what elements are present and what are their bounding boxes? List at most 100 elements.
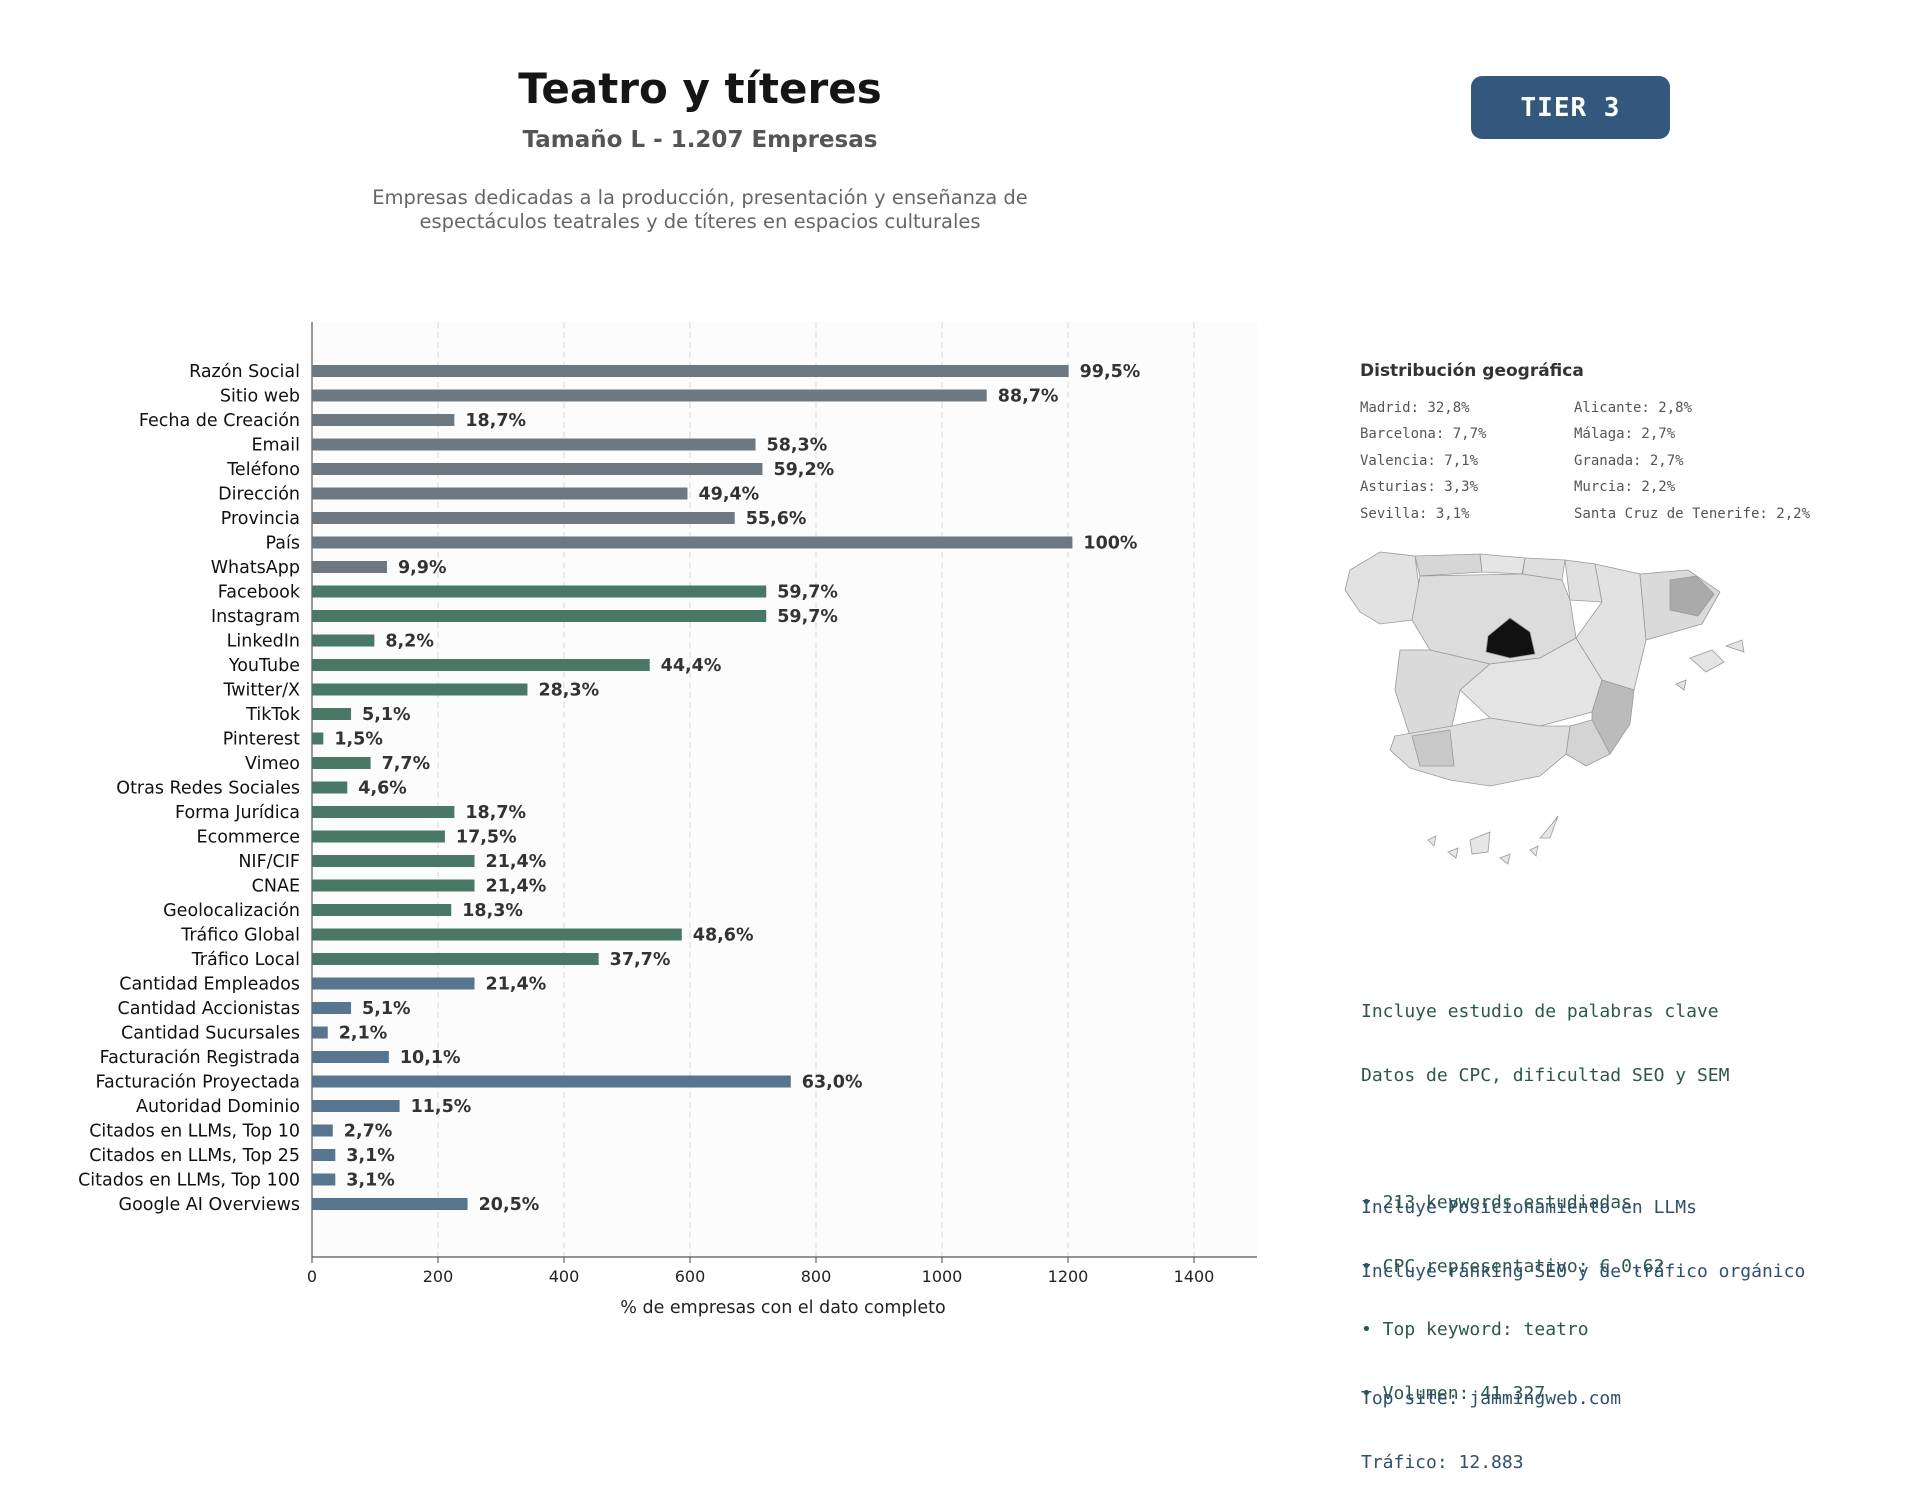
bar: [312, 610, 767, 622]
bar: [312, 953, 599, 965]
category-label: Facebook: [218, 583, 301, 603]
category-label: Forma Jurídica: [175, 803, 300, 823]
category-label: Cantidad Empleados: [119, 975, 300, 995]
bar: [312, 463, 763, 475]
geo-distribution-title: Distribución geográfica: [1360, 361, 1584, 381]
category-label: Tráfico Global: [180, 926, 300, 946]
category-label: Provincia: [221, 509, 300, 529]
category-label: Fecha de Creación: [139, 411, 300, 431]
category-label: Facturación Registrada: [100, 1048, 300, 1068]
bar: [312, 414, 455, 426]
bar: [312, 1198, 468, 1210]
bar: [312, 659, 650, 671]
category-label: Autoridad Dominio: [136, 1097, 300, 1117]
category-label: Ecommerce: [197, 828, 300, 848]
page-subtitle: Tamaño L - 1.207 Empresas: [522, 127, 878, 153]
data-label: 21,4%: [486, 975, 547, 995]
bar: [312, 1051, 389, 1063]
bar: [312, 1100, 400, 1112]
bar: [312, 879, 475, 892]
category-label: Vimeo: [245, 754, 300, 774]
x-tick-label: 1200: [1048, 1267, 1089, 1286]
data-label: 7,7%: [382, 754, 431, 774]
data-label: 49,4%: [698, 485, 759, 505]
bar: [312, 708, 352, 720]
bar: [312, 1124, 333, 1137]
map-cantabria: [1479, 553, 1526, 575]
keywords-line: Datos de CPC, dificultad SEO y SEM: [1361, 1065, 1730, 1086]
llm-line: Tráfico: 12.883: [1361, 1451, 1524, 1473]
x-tick-label: 1000: [922, 1267, 963, 1286]
tier-badge: TIER 3: [1471, 76, 1670, 139]
category-label: Dirección: [218, 485, 300, 505]
data-label: 21,4%: [486, 877, 547, 897]
data-label: 55,6%: [746, 509, 807, 529]
bar: [312, 1002, 352, 1014]
category-label: País: [266, 534, 300, 554]
bar: [312, 585, 767, 598]
category-label: Pinterest: [223, 730, 300, 750]
llm-line: Incluye Posicionamiento en LLMs: [1361, 1197, 1697, 1219]
x-tick-label: 200: [423, 1267, 454, 1286]
bar: [312, 977, 475, 990]
category-label: Google AI Overviews: [119, 1195, 300, 1215]
category-label: Tráfico Local: [191, 950, 300, 970]
map-canary-islands: [1427, 815, 1559, 865]
data-label: 17,5%: [456, 828, 517, 848]
data-label: 3,1%: [346, 1171, 395, 1191]
data-label: 28,3%: [538, 681, 599, 701]
geo-item: Asturias: 3,3%: [1360, 479, 1479, 496]
data-label: 18,3%: [462, 901, 523, 921]
bar: [312, 806, 455, 818]
spain-province-map: [1344, 551, 1745, 865]
category-label: NIF/CIF: [238, 852, 300, 872]
category-label: Facturación Proyectada: [96, 1073, 300, 1093]
x-axis-label: % de empresas con el dato completo: [620, 1298, 945, 1318]
category-label: Instagram: [211, 607, 300, 627]
data-label: 4,6%: [358, 779, 407, 799]
x-tick-label: 400: [549, 1267, 580, 1286]
llm-info-block: Incluye Posicionamiento en LLMs Incluye …: [1361, 1155, 1805, 1494]
data-label: 59,7%: [777, 607, 838, 627]
category-label: Sitio web: [220, 387, 300, 407]
map-balearic: [1675, 639, 1745, 691]
geo-item: Granada: 2,7%: [1574, 452, 1684, 469]
data-label: 5,1%: [362, 999, 411, 1019]
data-label: 3,1%: [346, 1146, 395, 1166]
keywords-line: • Volumen: 41.327: [1361, 1382, 1546, 1404]
bar: [312, 634, 375, 647]
bar: [312, 487, 688, 500]
data-label: 8,2%: [385, 632, 434, 652]
data-label: 2,7%: [344, 1122, 393, 1142]
data-label: 2,1%: [339, 1024, 388, 1044]
category-label: WhatsApp: [211, 558, 300, 578]
bar: [312, 683, 528, 696]
map-extremadura: [1394, 649, 1491, 737]
llm-line: [1361, 1325, 1805, 1346]
bar: [312, 561, 387, 573]
completeness-bar-chart: 0 200 400 600 800 1000 1200 1400 Razón Social 99,…: [78, 322, 1257, 1318]
data-label: 10,1%: [400, 1048, 461, 1068]
llm-line: Top site: jammingweb.com: [1361, 1388, 1622, 1410]
data-label: 11,5%: [411, 1097, 472, 1117]
geo-item: Murcia: 2,2%: [1574, 479, 1676, 496]
data-label: 18,7%: [465, 411, 526, 431]
geo-item: Málaga: 2,7%: [1574, 426, 1676, 443]
keywords-line: [1361, 1129, 1729, 1150]
map-sevilla: [1411, 729, 1455, 767]
category-label: Cantidad Accionistas: [117, 999, 300, 1019]
data-label: 59,7%: [777, 583, 838, 603]
data-label: 48,6%: [693, 926, 754, 946]
category-label: Citados en LLMs, Top 25: [89, 1146, 300, 1166]
keywords-info-block: Incluye estudio de palabras clave Datos …: [1361, 959, 1729, 1425]
data-label: 20,5%: [479, 1195, 540, 1215]
geo-item: Alicante: 2,8%: [1574, 400, 1693, 416]
bar: [312, 389, 987, 402]
description-line: espectáculos teatrales y de títeres en e…: [419, 210, 981, 233]
map-galicia: [1344, 551, 1421, 625]
bar: [312, 1075, 791, 1088]
bar: [312, 512, 735, 524]
data-label: 99,5%: [1080, 362, 1141, 382]
category-label: Teléfono: [226, 460, 300, 480]
page-description: Empresas dedicadas a la producción, pres…: [300, 186, 1100, 234]
